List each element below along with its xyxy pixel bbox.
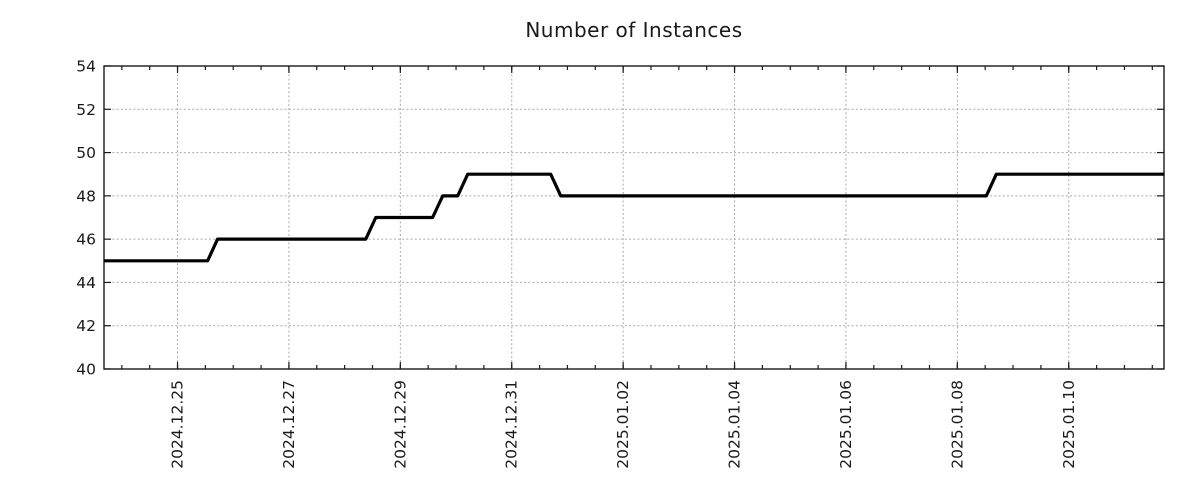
y-tick-label: 52	[76, 101, 96, 119]
x-tick-label: 2025.01.06	[837, 380, 855, 469]
chart-title: Number of Instances	[525, 18, 743, 42]
y-tick-label: 50	[76, 144, 96, 162]
y-tick-label: 54	[76, 58, 96, 76]
x-tick-label: 2024.12.27	[280, 380, 298, 469]
y-tick-label: 44	[76, 274, 96, 292]
y-tick-label: 40	[76, 361, 96, 379]
x-tick-label: 2025.01.02	[614, 380, 632, 469]
x-tick-label: 2025.01.04	[726, 380, 744, 469]
data-line-instances	[104, 172, 1164, 263]
y-tick-label: 42	[76, 317, 96, 335]
x-tick-label: 2024.12.31	[503, 380, 521, 469]
plot-border	[103, 65, 1165, 370]
x-tick-label: 2025.01.10	[1060, 380, 1078, 469]
y-tick-label: 46	[76, 231, 96, 249]
x-tick-label: 2024.12.29	[391, 380, 409, 469]
y-tick-label: 48	[76, 187, 96, 205]
x-tick-label: 2024.12.25	[169, 380, 187, 469]
x-tick-label: 2025.01.08	[948, 380, 966, 469]
